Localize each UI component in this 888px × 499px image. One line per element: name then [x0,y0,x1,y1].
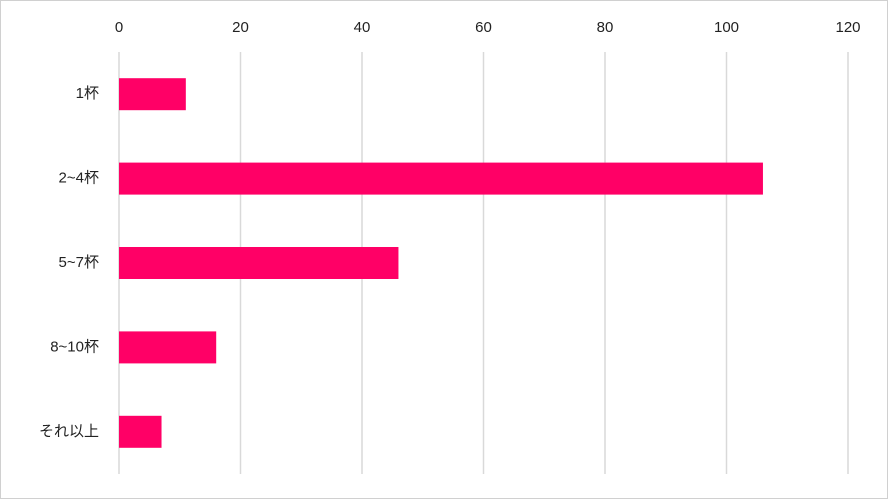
x-tick-label: 80 [597,19,614,36]
bar [119,78,186,111]
x-tick-label: 40 [354,19,371,36]
y-tick-label: 8~10杯 [50,338,99,355]
y-tick-label: それ以上 [39,423,99,440]
bar [119,415,162,448]
y-tick-label: 5~7杯 [59,254,99,271]
bar [119,162,763,195]
bar [119,331,217,364]
x-tick-label: 60 [475,19,492,36]
x-tick-label: 120 [835,19,860,36]
x-tick-label: 20 [232,19,249,36]
x-tick-label: 0 [115,19,123,36]
x-tick-label: 100 [714,19,739,36]
y-tick-label: 1杯 [76,85,99,102]
y-tick-label: 2~4杯 [59,170,99,187]
bar [119,247,399,279]
